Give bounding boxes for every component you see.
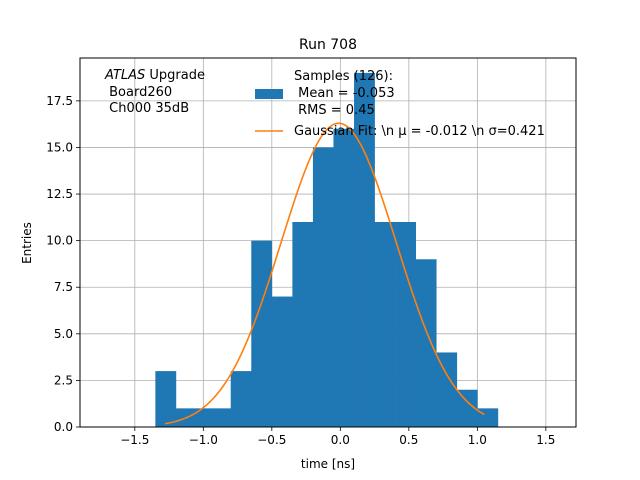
y-tick-label-2: 5.0 bbox=[54, 327, 73, 341]
legend-samples-line-3: RMS = 0.45 bbox=[294, 103, 375, 118]
legend-samples-line-2: Mean = -0.053 bbox=[294, 86, 395, 101]
x-tick-label-3: 0.0 bbox=[331, 433, 350, 447]
histogram-bar-10 bbox=[354, 72, 375, 427]
annotation-line-2: Board260 bbox=[105, 85, 172, 100]
histogram-bar-13 bbox=[415, 259, 437, 427]
histogram-bar-16 bbox=[477, 408, 499, 427]
legend-samples-line-1: Samples (126): bbox=[294, 69, 393, 84]
legend-swatch-samples bbox=[255, 89, 283, 99]
annotation-line-1: ATLAS Upgrade bbox=[104, 68, 205, 83]
y-tick-label-0: 0.0 bbox=[54, 420, 73, 434]
x-tick-label-4: 0.5 bbox=[399, 433, 418, 447]
y-tick-label-4: 10.0 bbox=[46, 234, 73, 248]
gaussian-fit-curve bbox=[164, 122, 485, 425]
chart-title: Run 708 bbox=[299, 37, 357, 53]
histogram-bar-11 bbox=[374, 222, 396, 427]
atlas-annotation: ATLAS Upgrade Board260 Ch000 35dB bbox=[104, 68, 205, 116]
x-tick-label-1: −1.0 bbox=[189, 433, 218, 447]
histogram-bar-14 bbox=[436, 352, 458, 427]
y-axis-ticks: 0.0 2.5 5.0 7.5 10.0 12.5 15.0 17.5 bbox=[46, 94, 80, 434]
histogram-bar-15 bbox=[456, 389, 478, 427]
histogram-bar-12 bbox=[395, 222, 416, 427]
axes-frame bbox=[79, 57, 577, 428]
histogram-bar-3 bbox=[217, 408, 232, 427]
y-tick-label-3: 7.5 bbox=[54, 280, 73, 294]
histogram-bar-0 bbox=[155, 371, 177, 427]
annotation-upgrade: Upgrade bbox=[145, 68, 205, 83]
histogram-bar-2 bbox=[196, 408, 218, 427]
legend: Samples (126): Mean = -0.053 RMS = 0.45 … bbox=[255, 69, 545, 139]
y-axis-label: Entries bbox=[20, 222, 34, 264]
y-tick-label-6: 15.0 bbox=[46, 140, 73, 154]
histogram-bar-4 bbox=[230, 371, 252, 427]
histogram-bar-8 bbox=[312, 147, 334, 428]
annotation-line-3: Ch000 35dB bbox=[105, 101, 189, 116]
x-axis-ticks: −1.5 −1.0 −0.5 0.0 0.5 1.0 1.5 bbox=[120, 427, 555, 447]
histogram-bar-5 bbox=[251, 240, 273, 427]
histogram-bar-7 bbox=[292, 222, 314, 427]
x-tick-label-2: −0.5 bbox=[257, 433, 286, 447]
x-tick-label-6: 1.5 bbox=[536, 433, 555, 447]
annotation-atlas: ATLAS bbox=[104, 68, 145, 83]
x-tick-label-5: 1.0 bbox=[468, 433, 487, 447]
y-tick-label-5: 12.5 bbox=[46, 187, 73, 201]
histogram-bar-9 bbox=[333, 128, 355, 427]
fit-curve-layer bbox=[164, 122, 485, 425]
x-tick-label-0: −1.5 bbox=[120, 433, 149, 447]
y-tick-label-1: 2.5 bbox=[54, 373, 73, 387]
x-axis-label: time [ns] bbox=[301, 457, 355, 471]
y-tick-label-7: 17.5 bbox=[46, 94, 73, 108]
legend-fit-line: Gaussian Fit: \n μ = -0.012 \n σ=0.421 bbox=[294, 124, 545, 139]
histogram-bar-6 bbox=[271, 296, 293, 427]
histogram-bars bbox=[155, 72, 499, 428]
